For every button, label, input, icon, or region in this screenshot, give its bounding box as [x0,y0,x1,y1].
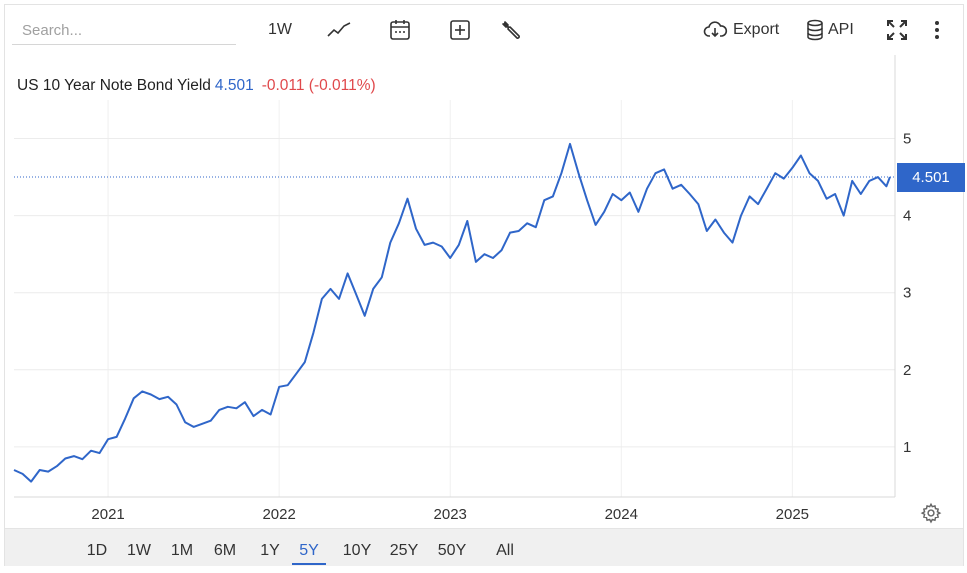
y-tick-label: 3 [903,285,911,302]
range-button-6m[interactable]: 6M [208,529,242,565]
range-button-all[interactable]: All [485,529,525,565]
x-tick-label: 2021 [91,506,124,523]
gear-icon[interactable] [920,502,942,524]
y-tick-label: 1 [903,439,911,456]
last-price-tag: 4.501 [897,163,965,192]
x-tick-label: 2025 [776,506,809,523]
yield-series-line [14,144,890,482]
range-button-1d[interactable]: 1D [80,529,114,565]
range-button-50y[interactable]: 50Y [432,529,472,565]
x-tick-label: 2022 [262,506,295,523]
x-tick-label: 2023 [434,506,467,523]
y-tick-label: 5 [903,131,911,148]
y-tick-label: 4 [903,208,911,225]
range-button-1m[interactable]: 1M [165,529,199,565]
range-button-1w[interactable]: 1W [122,529,156,565]
x-tick-label: 2024 [605,506,638,523]
range-button-5y[interactable]: 5Y [292,529,326,565]
range-button-1y[interactable]: 1Y [253,529,287,565]
range-button-10y[interactable]: 10Y [337,529,377,565]
range-button-25y[interactable]: 25Y [384,529,424,565]
y-tick-label: 2 [903,362,911,379]
price-chart[interactable]: 1 2 3 4 5 2021 2022 2023 2024 2025 [0,0,967,528]
